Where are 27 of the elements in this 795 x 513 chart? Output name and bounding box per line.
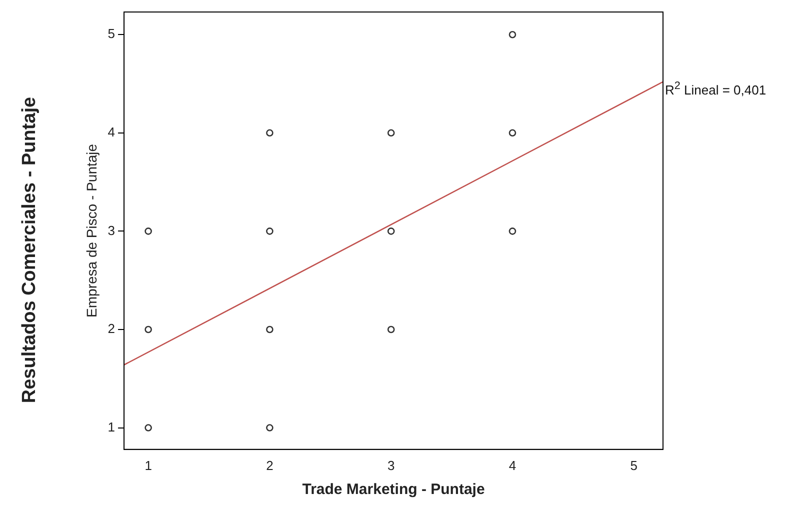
x-tick-label: 3 [387,458,395,473]
y-tick-label: 3 [108,222,116,238]
x-tick-label: 1 [144,458,152,473]
x-tick-label: 2 [266,458,274,473]
x-tick-label: 5 [630,458,638,473]
y-tick-label: 2 [108,321,116,336]
point [508,30,516,38]
point [508,228,516,235]
point [508,129,516,137]
point [266,326,274,334]
point [144,424,152,432]
point [266,424,274,432]
point [266,228,274,235]
text: Resultados Comerciales - Puntaje [19,96,41,404]
y-tick-label: 5 [108,26,116,42]
y-axis-title: Empresa de Pisco - Puntaje [83,144,100,318]
point [144,228,152,235]
point [266,129,274,137]
point [387,228,395,235]
y-tick-label: 1 [108,419,116,434]
point [387,129,395,137]
x-axis-title: Trade Marketing - Puntaje [302,481,485,498]
point [387,326,395,334]
x-tick-label: 4 [508,458,516,473]
annotation: R$^{2}$ Lineal = 0,401 [665,80,766,98]
point [144,326,152,334]
y-tick-label: 4 [108,124,116,140]
